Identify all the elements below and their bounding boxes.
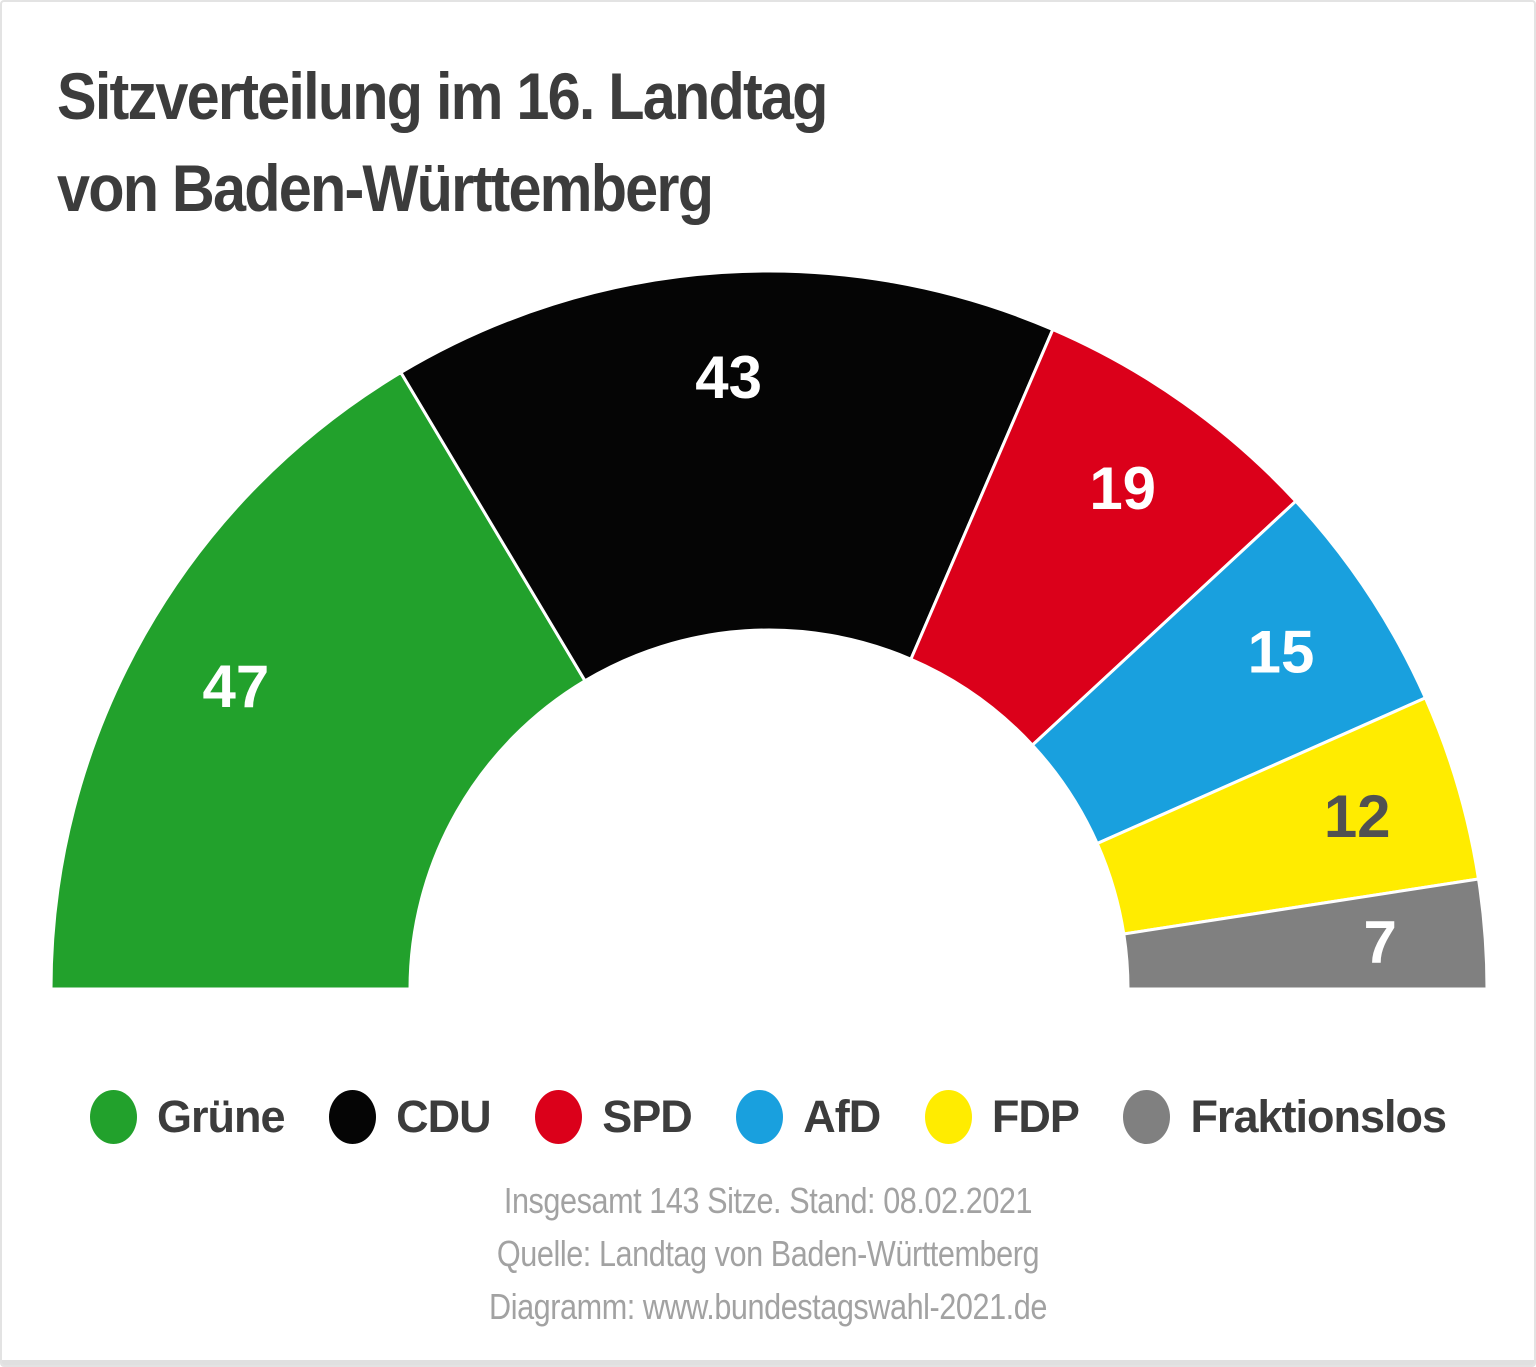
legend-dot-spd bbox=[535, 1090, 583, 1144]
segment-gruene bbox=[49, 371, 587, 991]
chart-legend: Grüne CDU SPD AfD FDP Fraktionslos bbox=[90, 1087, 1447, 1147]
legend-dot-fdp bbox=[924, 1090, 972, 1144]
legend-item-gruene: Grüne bbox=[90, 1090, 286, 1144]
segment-fraktionslos bbox=[1122, 877, 1489, 991]
seat-count-label-fraktionslos: 7 bbox=[1364, 908, 1397, 975]
legend-item-fdp: FDP bbox=[924, 1090, 1080, 1144]
legend-label-cdu: CDU bbox=[396, 1091, 491, 1142]
chart-footer: Insgesamt 143 Sitze. Stand: 08.02.2021 Q… bbox=[117, 1174, 1419, 1333]
legend-dot-afd bbox=[736, 1090, 784, 1144]
seat-count-label-afd: 15 bbox=[1248, 618, 1315, 685]
footer-diagram-line: Diagramm: www.bundestagswahl-2021.de bbox=[489, 1286, 1047, 1327]
legend-label-fdp: FDP bbox=[991, 1091, 1080, 1142]
legend-dot-fraktionslos bbox=[1123, 1090, 1171, 1144]
legend-item-fraktionslos: Fraktionslos bbox=[1123, 1090, 1447, 1144]
legend-dot-gruene bbox=[90, 1090, 137, 1144]
legend-label-spd: SPD bbox=[602, 1091, 693, 1142]
seat-count-label-spd: 19 bbox=[1089, 455, 1156, 522]
page-title-line-2: von Baden-Württemberg bbox=[57, 151, 714, 225]
seat-count-label-cdu: 43 bbox=[695, 344, 762, 411]
bottom-edge-strip bbox=[2, 1360, 1534, 1365]
legend-item-cdu: CDU bbox=[329, 1090, 492, 1144]
hemicycle-chart: 47 43 19 15 12 7 bbox=[49, 269, 1489, 991]
legend-item-afd: AfD bbox=[736, 1090, 881, 1144]
seat-count-label-fdp: 12 bbox=[1324, 783, 1391, 850]
page-title-line-1: Sitzverteilung im 16. Landtag bbox=[57, 59, 828, 133]
legend-item-spd: SPD bbox=[535, 1090, 693, 1144]
legend-dot-cdu bbox=[329, 1090, 377, 1144]
footer-source-line: Quelle: Landtag von Baden-Württemberg bbox=[496, 1233, 1040, 1274]
legend-label-gruene: Grüne bbox=[157, 1091, 286, 1142]
footer-total-line: Insgesamt 143 Sitze. Stand: 08.02.2021 bbox=[503, 1180, 1033, 1221]
seat-count-label-gruene: 47 bbox=[203, 653, 270, 720]
legend-label-afd: AfD bbox=[803, 1091, 881, 1142]
legend-label-fraktionslos: Fraktionslos bbox=[1190, 1091, 1447, 1142]
segment-cdu bbox=[399, 269, 1055, 683]
page-title: Sitzverteilung im 16. Landtag von Baden-… bbox=[57, 50, 828, 234]
